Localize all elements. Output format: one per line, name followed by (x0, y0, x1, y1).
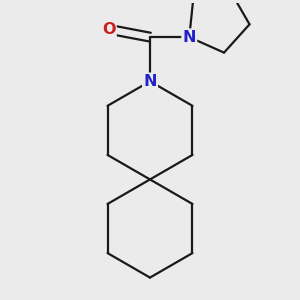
Text: N: N (143, 74, 157, 89)
Text: O: O (102, 22, 116, 37)
Text: N: N (182, 30, 196, 45)
